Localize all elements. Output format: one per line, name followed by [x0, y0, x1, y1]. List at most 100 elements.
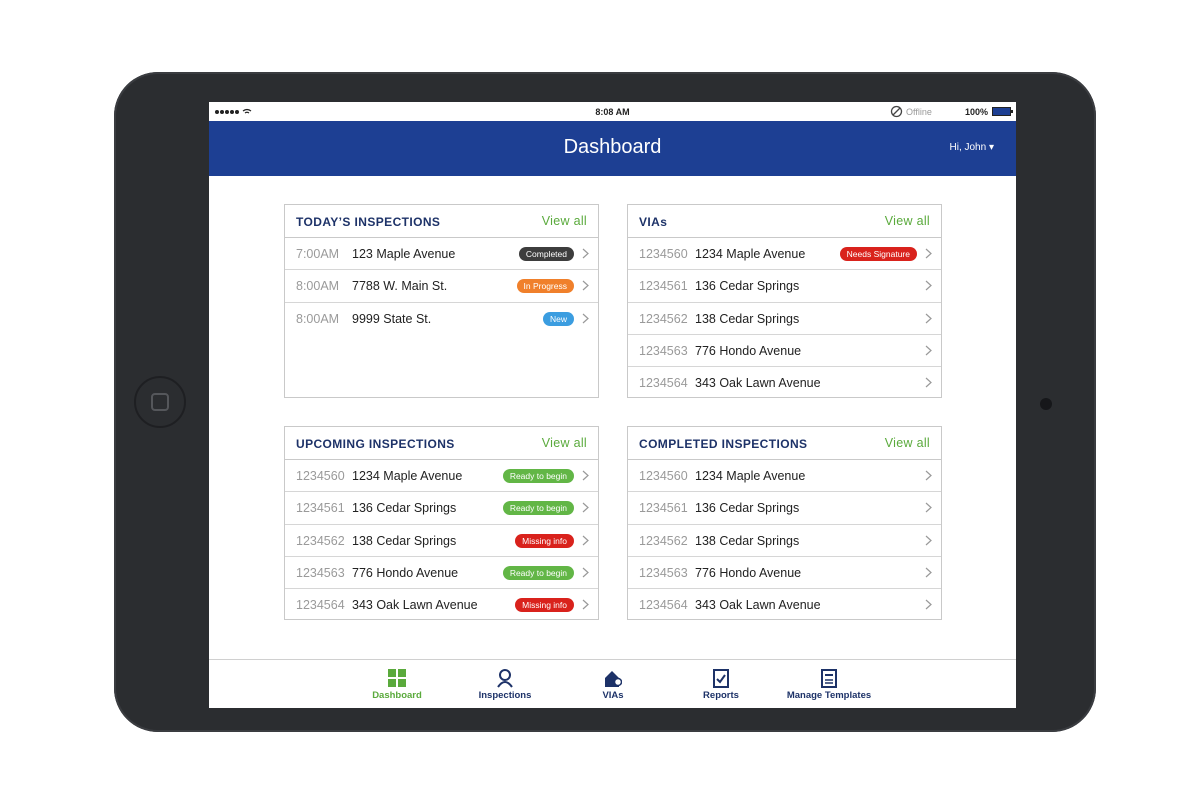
row-address[interactable]: 343 Oak Lawn Avenue — [695, 376, 821, 391]
user-greeting[interactable]: Hi, John — [949, 142, 987, 153]
list-row[interactable]: 1234564 343 Oak Lawn Avenue — [628, 589, 941, 621]
row-id[interactable]: 8:00AM — [296, 279, 340, 294]
row-id[interactable]: 1234562 — [639, 533, 688, 548]
row-address[interactable]: 7788 W. Main St. — [352, 279, 448, 294]
chevron[interactable] — [925, 280, 932, 291]
row-id[interactable]: 1234564 — [639, 598, 688, 613]
status-badge[interactable]: Ready to begin — [502, 501, 574, 516]
list-row[interactable]: 1234562 138 Cedar Springs — [628, 525, 941, 557]
user-menu[interactable]: Hi, John ▾ — [949, 142, 995, 153]
status-badge[interactable]: Missing info — [515, 533, 574, 548]
list-row[interactable]: 1234561 136 Cedar Springs Ready to begin — [285, 492, 598, 525]
row-address[interactable]: 1234 Maple Avenue — [695, 247, 806, 261]
chevron[interactable] — [925, 377, 932, 388]
status-badge[interactable]: New — [542, 311, 574, 326]
row-id[interactable]: 1234560 — [639, 247, 688, 261]
tab-icon[interactable] — [820, 669, 838, 688]
list-row[interactable]: 1234562 138 Cedar Springs — [628, 303, 941, 335]
list-row[interactable]: 8:00AM 9999 State St. New — [285, 303, 598, 335]
row-id[interactable]: 1234561 — [296, 501, 345, 516]
chevron[interactable] — [582, 280, 589, 291]
tab-icon[interactable] — [388, 669, 406, 688]
row-id[interactable]: 1234562 — [296, 533, 345, 548]
list-row[interactable]: 1234561 136 Cedar Springs — [628, 492, 941, 525]
tab-label[interactable]: Dashboard — [372, 690, 422, 701]
row-address[interactable]: 138 Cedar Springs — [352, 533, 457, 548]
tab[interactable]: Manage Templates — [774, 660, 884, 701]
tab-label[interactable]: Manage Templates — [786, 690, 872, 701]
list-row[interactable]: 1234563 776 Hondo Avenue — [628, 557, 941, 590]
row-id[interactable]: 1234563 — [639, 343, 688, 358]
view-all-link[interactable]: View all — [541, 436, 587, 450]
status-badge[interactable]: Ready to begin — [502, 469, 574, 483]
tab[interactable]: Inspections — [450, 660, 560, 701]
chevron[interactable] — [925, 599, 932, 610]
tab-icon[interactable] — [496, 669, 514, 688]
chevron[interactable] — [925, 470, 932, 481]
tab-label[interactable]: Inspections — [478, 690, 532, 701]
row-address[interactable]: 9999 State St. — [352, 311, 432, 326]
tab-label[interactable]: Reports — [703, 690, 739, 701]
view-all-link[interactable]: View all — [884, 214, 930, 228]
chevron[interactable] — [582, 599, 589, 610]
row-id[interactable]: 1234560 — [296, 469, 345, 483]
row-address[interactable]: 138 Cedar Springs — [695, 311, 800, 326]
view-all-link[interactable]: View all — [541, 214, 587, 228]
row-id[interactable]: 1234560 — [639, 469, 688, 483]
row-address[interactable]: 776 Hondo Avenue — [695, 343, 802, 358]
status-badge[interactable]: Completed — [518, 247, 574, 261]
tab-icon[interactable] — [712, 669, 730, 688]
tab[interactable]: Reports — [666, 660, 776, 701]
list-row[interactable]: 1234564 343 Oak Lawn Avenue Missing info — [285, 589, 598, 621]
list-row[interactable]: 1234563 776 Hondo Avenue — [628, 335, 941, 368]
status-badge[interactable]: Missing info — [515, 598, 574, 613]
list-row[interactable]: 8:00AM 7788 W. Main St. In Progress — [285, 270, 598, 303]
tab-icon[interactable] — [604, 669, 622, 688]
row-address[interactable]: 343 Oak Lawn Avenue — [695, 598, 821, 613]
chevron[interactable] — [582, 535, 589, 546]
row-address[interactable]: 1234 Maple Avenue — [352, 469, 463, 483]
tab-label[interactable]: VIAs — [602, 690, 624, 701]
chevron[interactable] — [925, 567, 932, 578]
row-id[interactable]: 1234563 — [296, 565, 345, 580]
list-row[interactable]: 1234562 138 Cedar Springs Missing info — [285, 525, 598, 557]
row-address[interactable]: 136 Cedar Springs — [695, 501, 800, 516]
row-address[interactable]: 136 Cedar Springs — [352, 501, 457, 516]
tab[interactable]: VIAs — [558, 660, 668, 701]
row-id[interactable]: 1234563 — [639, 565, 688, 580]
status-badge[interactable]: Needs Signature — [839, 247, 917, 261]
row-id[interactable]: 1234562 — [639, 311, 688, 326]
view-all-link[interactable]: View all — [884, 436, 930, 450]
row-address[interactable]: 136 Cedar Springs — [695, 279, 800, 294]
chevron[interactable] — [925, 345, 932, 356]
row-address[interactable]: 776 Hondo Avenue — [352, 565, 459, 580]
chevron[interactable] — [925, 535, 932, 546]
list-row[interactable]: 7:00AM 123 Maple Avenue Completed — [285, 238, 598, 271]
list-row[interactable]: 1234560 1234 Maple Avenue Needs Signature — [628, 238, 941, 271]
chevron[interactable] — [925, 313, 932, 324]
row-id[interactable]: 1234564 — [639, 376, 688, 391]
row-address[interactable]: 1234 Maple Avenue — [695, 469, 806, 483]
status-badge[interactable]: Ready to begin — [502, 565, 574, 580]
row-id[interactable]: 1234564 — [296, 598, 345, 613]
row-id[interactable]: 1234561 — [639, 501, 688, 516]
chevron[interactable] — [582, 313, 589, 324]
list-row[interactable]: 1234561 136 Cedar Springs — [628, 270, 941, 303]
tab[interactable]: Dashboard — [342, 660, 452, 701]
list-row[interactable]: 1234560 1234 Maple Avenue Ready to begin — [285, 460, 598, 493]
row-id[interactable]: 7:00AM — [296, 247, 340, 261]
list-row[interactable]: 1234563 776 Hondo Avenue Ready to begin — [285, 557, 598, 590]
chevron[interactable] — [582, 567, 589, 578]
row-address[interactable]: 138 Cedar Springs — [695, 533, 800, 548]
chevron[interactable] — [582, 470, 589, 481]
chevron[interactable] — [582, 502, 589, 513]
chevron[interactable] — [925, 502, 932, 513]
status-badge[interactable]: In Progress — [516, 279, 574, 294]
chevron[interactable] — [582, 248, 589, 259]
row-address[interactable]: 776 Hondo Avenue — [695, 565, 802, 580]
list-row[interactable]: 1234564 343 Oak Lawn Avenue — [628, 367, 941, 399]
list-row[interactable]: 1234560 1234 Maple Avenue — [628, 460, 941, 493]
row-id[interactable]: 8:00AM — [296, 311, 340, 326]
row-address[interactable]: 123 Maple Avenue — [352, 247, 456, 261]
row-id[interactable]: 1234561 — [639, 279, 688, 294]
